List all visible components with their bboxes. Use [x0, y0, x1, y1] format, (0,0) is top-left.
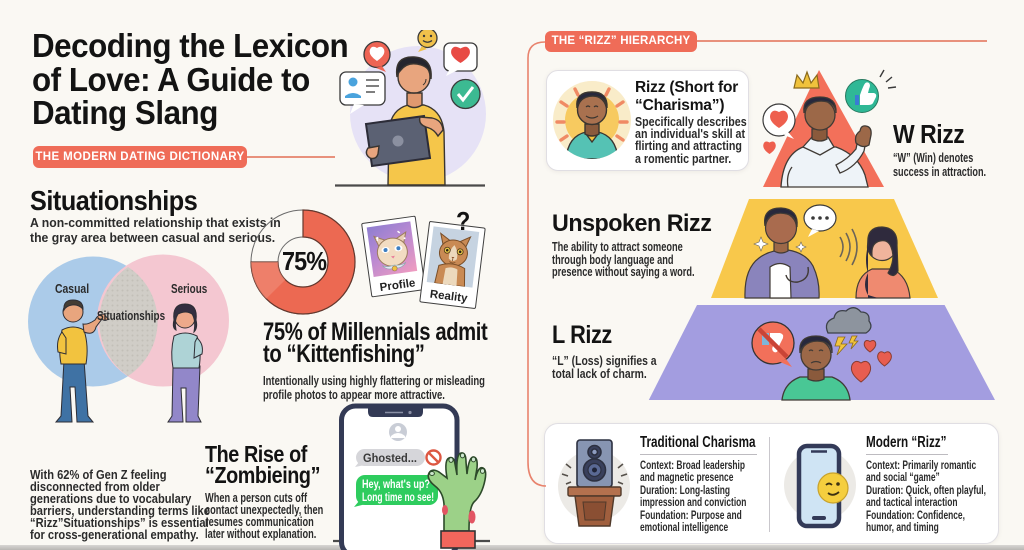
- svg-text:Ghosted...: Ghosted...: [363, 451, 417, 465]
- svg-text:Long time no see!: Long time no see!: [362, 490, 434, 504]
- svg-text:Hey, what's up?: Hey, what's up?: [362, 477, 430, 491]
